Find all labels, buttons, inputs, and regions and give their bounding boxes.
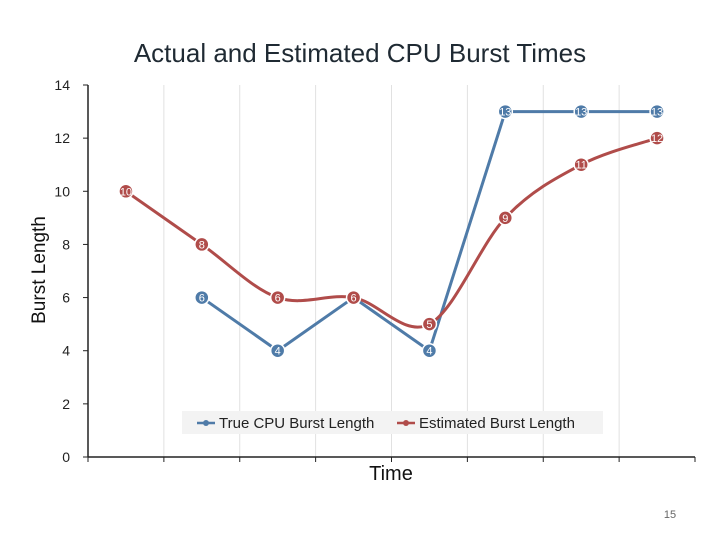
data-point — [194, 289, 210, 306]
data-point — [194, 236, 210, 253]
series-line — [200, 110, 659, 353]
series-1: 6 4 6 4 13 13 13 — [194, 103, 665, 359]
data-label: 6 — [199, 293, 205, 305]
data-point — [118, 183, 134, 200]
data-point — [421, 316, 438, 332]
data-label: 11 — [575, 160, 586, 172]
series-group: 646413131310866591112 — [118, 103, 665, 359]
data-label: 13 — [499, 107, 511, 119]
data-label: 8 — [199, 239, 205, 251]
data-label: 9 — [502, 213, 508, 225]
data-point — [649, 103, 665, 120]
y-tick-label: 2 — [62, 396, 70, 412]
y-tick-label: 4 — [62, 343, 70, 359]
gridlines — [163, 85, 620, 457]
legend-background — [182, 411, 603, 434]
data-label: 13 — [651, 107, 663, 119]
data-label: 4 — [275, 346, 281, 358]
data-point — [269, 289, 286, 306]
y-tick-label: 6 — [62, 290, 70, 306]
y-tick-label: 14 — [54, 77, 70, 93]
data-point — [421, 342, 438, 359]
chart-title: Actual and Estimated CPU Burst Times — [134, 38, 586, 68]
legend-marker — [203, 420, 209, 426]
data-label: 10 — [120, 186, 132, 198]
data-point — [573, 156, 589, 173]
data-point — [497, 103, 514, 120]
legend-label: Estimated Burst Length — [419, 415, 575, 432]
data-label: 12 — [651, 133, 663, 145]
data-label: 4 — [426, 346, 432, 358]
data-point — [345, 289, 362, 306]
data-label: 13 — [575, 107, 587, 119]
series-line — [124, 136, 659, 329]
data-point — [649, 130, 665, 146]
data-point — [269, 342, 286, 359]
y-tick-label: 0 — [62, 449, 70, 465]
axes — [83, 84, 696, 462]
y-tick-label: 12 — [54, 130, 70, 146]
legend-label: True CPU Burst Length — [219, 415, 374, 432]
x-axis-label: Time — [369, 463, 413, 485]
data-point — [573, 103, 589, 120]
legend-marker — [403, 420, 409, 426]
y-tick-labels: 0 2 4 6 8 10 12 14 — [54, 77, 70, 465]
series-2: 10 8 6 6 5 9 11 12 — [118, 130, 665, 332]
data-label: 6 — [275, 293, 281, 305]
y-tick-label: 8 — [62, 236, 70, 252]
data-point — [497, 210, 514, 226]
legend: True CPU Burst Length Estimated Burst Len… — [182, 411, 603, 434]
y-axis-label: Burst Length — [29, 216, 50, 324]
data-label: 6 — [351, 293, 357, 305]
data-label: 5 — [426, 319, 432, 331]
y-tick-label: 10 — [54, 183, 70, 199]
page-number: 15 — [664, 509, 676, 521]
